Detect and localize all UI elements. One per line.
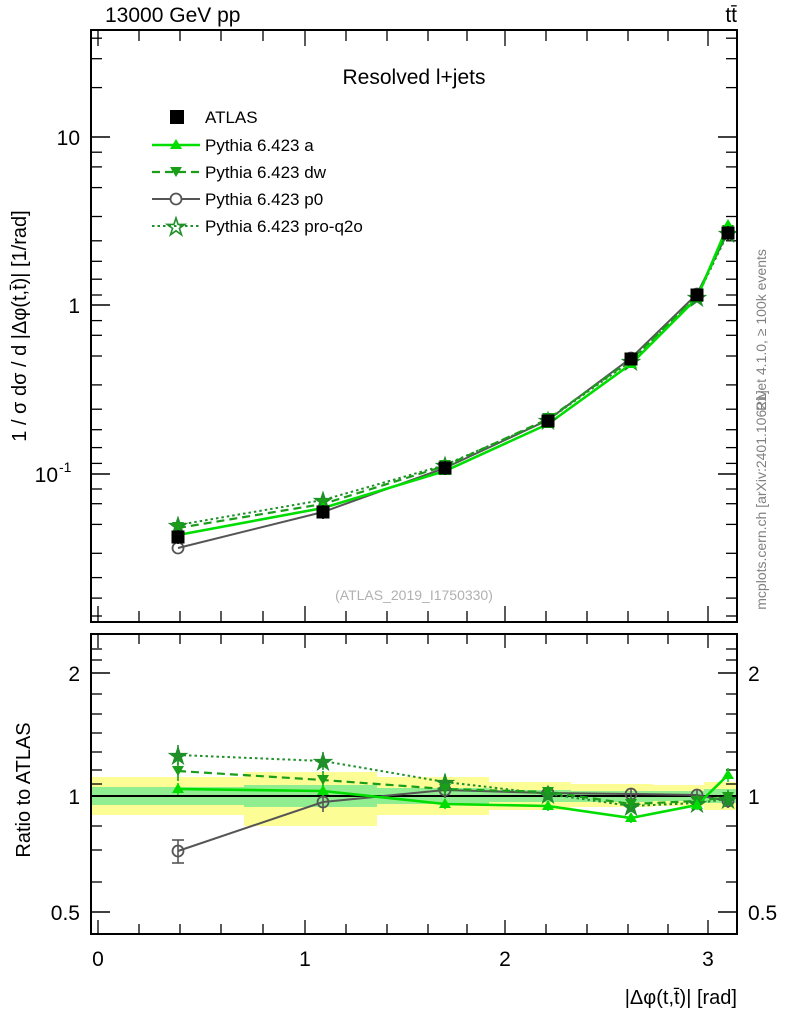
main-ytick-label-10: 10 — [57, 127, 80, 150]
svg-text:10: 10 — [35, 464, 58, 487]
series-squares-atlas — [171, 226, 735, 544]
legend-marker-circle — [169, 192, 183, 206]
legend-marker-triangle-up — [170, 139, 182, 149]
main-panel-frame — [90, 29, 738, 623]
legend: ATLAS Pythia 6.423 a Pythia 6.423 dw Pyt… — [152, 108, 363, 237]
main-data-layer — [167, 219, 736, 555]
side-note-mcplots: mcplots.cern.ch [arXiv:2401.10621] — [753, 390, 769, 609]
legend-marker-square — [170, 110, 184, 124]
legend-label-pythia-a: Pythia 6.423 a — [205, 136, 314, 155]
ratio-ytick-label-1: 1 — [68, 786, 80, 809]
ratio-ytick-label-2: 2 — [68, 663, 80, 686]
legend-item-pythia-p0[interactable]: Pythia 6.423 p0 — [152, 190, 323, 209]
legend-label-pythia-dw: Pythia 6.423 dw — [205, 163, 327, 182]
main-yaxis-title: 1 / σ dσ / d |Δφ(t,t̄)| [1/rad] — [9, 210, 31, 441]
ratio-uncertainty-bands — [92, 772, 736, 826]
series-markers-atlas — [177, 226, 729, 544]
ratio-x-ticks — [97, 634, 709, 934]
xtick-label-2: 2 — [499, 948, 511, 971]
legend-label-pythia-pro-q2o: Pythia 6.423 pro-q2o — [205, 217, 363, 236]
series-line-p0 — [177, 231, 729, 549]
ratio-yaxis-title: Ratio to ATLAS — [13, 722, 35, 857]
series-markers-pro-q2o — [167, 223, 736, 536]
xtick-label-3: 3 — [702, 948, 714, 971]
legend-marker-star — [164, 215, 188, 237]
ratio-markers-a — [172, 769, 734, 822]
ratio-ytick-label-0p5: 0.5 — [51, 902, 80, 925]
main-y-ticks — [91, 37, 737, 617]
xtick-label-0: 0 — [92, 948, 104, 971]
main-ytick-label-1: 1 — [68, 295, 80, 318]
legend-marker-triangle-down — [170, 167, 182, 177]
legend-item-pythia-pro-q2o[interactable]: Pythia 6.423 pro-q2o — [152, 215, 363, 237]
series-markers-dw — [172, 225, 734, 532]
series-line-pro-q2o — [177, 232, 729, 526]
main-ytick-label-0p1: 10 -1 — [35, 459, 72, 487]
side-note-rivet: Rivet 4.1.0, ≥ 100k events — [753, 249, 769, 411]
ratio-markers-dw — [172, 766, 734, 809]
series-line-dw — [177, 230, 729, 530]
ratio-data-layer — [167, 745, 736, 864]
svg-text:-1: -1 — [59, 459, 72, 475]
series-markers-a — [172, 219, 734, 539]
xtick-label-1: 1 — [299, 948, 311, 971]
series-markers-p0 — [171, 225, 735, 555]
xaxis-title: |Δφ(t,t̄)| [rad] — [625, 987, 737, 1009]
main-panel-title: Resolved l+jets — [343, 66, 486, 89]
legend-label-atlas: ATLAS — [205, 108, 258, 127]
analysis-watermark: (ATLAS_2019_I1750330) — [335, 587, 493, 603]
ratio-ytick-label-right-0p5: 0.5 — [748, 902, 777, 925]
header-left: 13000 GeV pp — [105, 4, 240, 27]
ratio-ytick-label-right-1: 1 — [748, 786, 760, 809]
legend-label-pythia-p0: Pythia 6.423 p0 — [205, 190, 323, 209]
main-x-ticks — [97, 30, 709, 622]
series-line-a — [177, 224, 730, 537]
ratio-ytick-label-right-2: 2 — [748, 663, 760, 686]
header-right: tt̄ — [725, 4, 737, 27]
legend-item-pythia-dw[interactable]: Pythia 6.423 dw — [152, 163, 327, 182]
legend-item-pythia-a[interactable]: Pythia 6.423 a — [152, 136, 314, 155]
legend-item-atlas[interactable]: ATLAS — [170, 108, 258, 127]
